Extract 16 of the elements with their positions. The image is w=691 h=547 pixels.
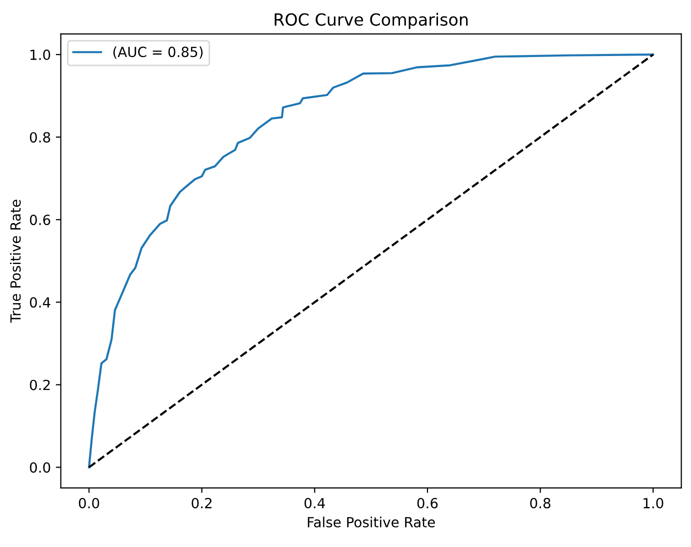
y-axis-title: True Positive Rate <box>10 200 21 323</box>
x-tick-label: 0.4 <box>304 498 325 508</box>
y-tick-label: 0.4 <box>30 297 50 308</box>
y-tick-label: 0.0 <box>30 462 50 473</box>
x-tick-label: 0.8 <box>530 498 550 508</box>
x-tick-label: 1.0 <box>644 498 664 508</box>
y-tick-label: 1.0 <box>30 50 50 60</box>
x-axis-title: False Positive Rate <box>308 516 435 528</box>
chart-title: ROC Curve Comparison <box>274 12 468 30</box>
y-tick-label: 0.2 <box>30 380 50 390</box>
y-tick-label: 0.8 <box>30 132 50 143</box>
y-tick-label: 0.6 <box>30 214 50 226</box>
legend-label: (AUC = 0.85) <box>113 46 203 59</box>
x-tick-label: 0.2 <box>192 498 212 508</box>
x-tick-label: 0.0 <box>78 498 100 508</box>
x-tick-label: 0.6 <box>417 498 438 508</box>
